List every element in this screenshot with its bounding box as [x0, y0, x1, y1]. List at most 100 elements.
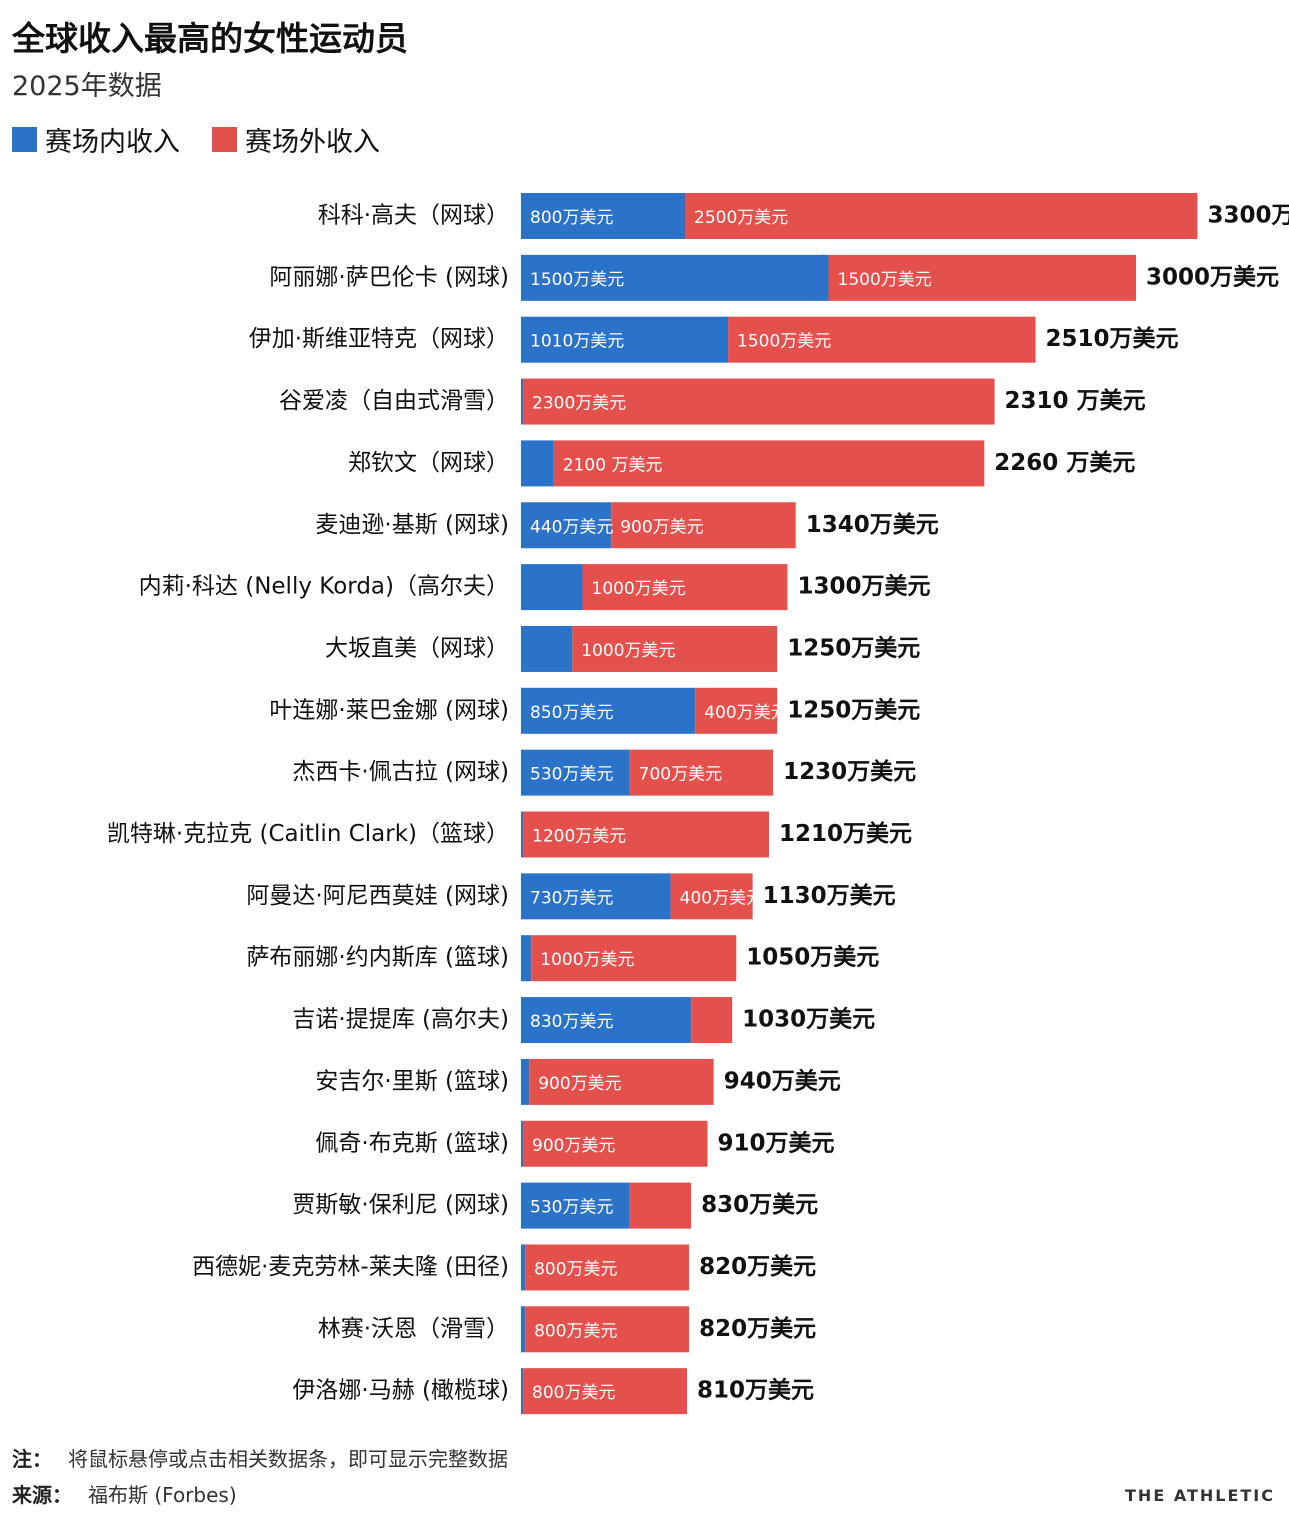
- bar-on-field[interactable]: [521, 749, 630, 796]
- bar-label-on-field: 830万美元: [530, 1012, 613, 1032]
- total-label: 820万美元: [699, 1315, 816, 1342]
- bar-on-field[interactable]: [521, 687, 696, 734]
- row-label: 科科·高夫（网球）: [318, 203, 509, 229]
- bar-label-off-field: 900万美元: [538, 1074, 621, 1094]
- bar-label-off-field: 2100 万美元: [563, 455, 663, 475]
- total-label: 1050万美元: [746, 944, 879, 971]
- bar-off-field[interactable]: [611, 502, 796, 549]
- total-label: 2310 万美元: [1005, 387, 1146, 414]
- total-label: 3300万美元: [1208, 202, 1289, 229]
- bar-chart: 科科·高夫（网球） 800万美元 2500万美元 3300万美元阿丽娜·萨巴伦卡 (网…: [107, 193, 1289, 1415]
- bar-off-field[interactable]: [531, 935, 737, 982]
- bar-on-field[interactable]: [521, 1368, 524, 1415]
- bar-label-off-field: 1500万美元: [838, 270, 932, 290]
- bar-on-field[interactable]: [521, 811, 524, 858]
- legend: 赛场内收入 赛场外收入: [12, 120, 412, 158]
- bar-off-field[interactable]: [582, 564, 788, 611]
- bar-label-on-field: 440万美元: [530, 517, 613, 537]
- row-label: 郑钦文（网球）: [348, 450, 509, 476]
- bar-label-on-field: 800万美元: [530, 208, 613, 228]
- row-label: 阿曼达·阿尼西莫娃 (网球): [246, 883, 509, 909]
- row-label: 吉诺·提提库 (高尔夫): [292, 1007, 509, 1033]
- source-text: 福布斯 (Forbes): [88, 1483, 237, 1507]
- bar-on-field[interactable]: [521, 1306, 526, 1353]
- bar-on-field[interactable]: [521, 193, 685, 239]
- bar-on-field[interactable]: [521, 440, 554, 487]
- row-label: 杰西卡·佩古拉 (网球): [292, 759, 509, 785]
- bar-label-on-field: 530万美元: [530, 765, 613, 785]
- bar-off-field[interactable]: [670, 873, 753, 920]
- bar-label-off-field: 2300万美元: [532, 394, 626, 414]
- bar-off-field[interactable]: [523, 378, 995, 425]
- note-text: 将鼠标悬停或点击相关数据条，即可显示完整数据: [68, 1447, 508, 1471]
- row-label: 伊洛娜·马赫 (橄榄球): [292, 1378, 509, 1404]
- bar-on-field[interactable]: [521, 1182, 630, 1229]
- total-label: 910万美元: [718, 1129, 835, 1156]
- row-label: 佩奇·布克斯 (篮球): [315, 1130, 509, 1156]
- total-label: 1250万美元: [787, 696, 920, 723]
- bar-off-field[interactable]: [523, 811, 770, 858]
- row-label: 内莉·科达 (Nelly Korda)（高尔夫）: [139, 574, 509, 600]
- bar-on-field[interactable]: [521, 1244, 526, 1291]
- bar-on-field[interactable]: [521, 254, 829, 301]
- bar-on-field[interactable]: [521, 502, 612, 549]
- bar-off-field[interactable]: [553, 440, 985, 487]
- total-label: 810万美元: [697, 1377, 814, 1404]
- bar-off-field[interactable]: [695, 687, 778, 734]
- bar-off-field[interactable]: [523, 1368, 688, 1415]
- bar-off-field[interactable]: [828, 254, 1137, 301]
- bar-on-field[interactable]: [521, 1058, 530, 1105]
- total-label: 940万美元: [724, 1067, 841, 1094]
- row-label: 贾斯敏·保利尼 (网球): [292, 1192, 509, 1218]
- total-label: 2260 万美元: [994, 449, 1135, 476]
- row-label: 谷爱凌（自由式滑雪）: [279, 388, 509, 414]
- legend-item-off-field: 赛场外收入: [212, 120, 380, 159]
- row-label: 萨布丽娜·约内斯库 (篮球): [246, 945, 509, 971]
- bar-off-field[interactable]: [728, 316, 1036, 363]
- total-label: 1030万美元: [742, 1006, 875, 1033]
- bar-off-field[interactable]: [529, 1058, 714, 1105]
- bar-on-field[interactable]: [521, 1120, 524, 1167]
- chart-subtitle: 2025年数据: [12, 71, 162, 102]
- legend-swatch-on-field: [12, 126, 37, 152]
- bar-off-field[interactable]: [629, 749, 774, 796]
- bar-on-field[interactable]: [521, 316, 729, 363]
- row-label: 林赛·沃恩（滑雪）: [318, 1316, 509, 1342]
- bar-off-field[interactable]: [685, 193, 1198, 239]
- row-label: 凯特琳·克拉克 (Caitlin Clark)（篮球）: [107, 821, 509, 847]
- bar-label-off-field: 800万美元: [534, 1259, 617, 1279]
- total-label: 3000万美元: [1146, 263, 1279, 290]
- row-label: 叶连娜·莱巴金娜 (网球): [269, 697, 509, 723]
- bar-label-off-field: 400万美元: [680, 888, 763, 908]
- row-label: 安吉尔·里斯 (篮球): [315, 1068, 509, 1094]
- bar-off-field[interactable]: [525, 1244, 690, 1291]
- bar-label-off-field: 700万美元: [639, 765, 722, 785]
- bar-label-off-field: 1000万美元: [592, 579, 686, 599]
- bar-off-field[interactable]: [629, 1182, 692, 1229]
- bar-on-field[interactable]: [521, 935, 532, 982]
- total-label: 1300万美元: [798, 573, 931, 600]
- bar-label-on-field: 850万美元: [530, 703, 613, 723]
- row-label: 西德妮·麦克劳林-莱夫隆 (田径): [192, 1254, 509, 1280]
- legend-swatch-off-field: [212, 126, 237, 152]
- brand-logo: THE ATHLETIC: [1125, 1486, 1275, 1505]
- row-label: 麦迪逊·基斯 (网球): [315, 512, 509, 538]
- bar-off-field[interactable]: [691, 997, 733, 1044]
- source-line: 来源： 福布斯 (Forbes): [12, 1479, 237, 1508]
- bar-label-off-field: 400万美元: [704, 703, 787, 723]
- bar-label-off-field: 1500万美元: [737, 332, 831, 352]
- bar-on-field[interactable]: [521, 997, 692, 1044]
- bar-on-field[interactable]: [521, 378, 524, 425]
- bar-on-field[interactable]: [521, 873, 671, 920]
- bar-off-field[interactable]: [523, 1120, 708, 1167]
- legend-label-on-field: 赛场内收入: [45, 126, 180, 158]
- row-label: 大坂直美（网球）: [325, 635, 509, 661]
- bar-on-field[interactable]: [521, 625, 573, 672]
- bar-off-field[interactable]: [525, 1306, 690, 1353]
- source-label: 来源：: [12, 1483, 72, 1507]
- chart-title: 全球收入最高的女性运动员: [12, 19, 408, 58]
- bar-on-field[interactable]: [521, 564, 583, 611]
- bar-off-field[interactable]: [572, 625, 778, 672]
- bar-label-on-field: 730万美元: [530, 888, 613, 908]
- bar-label-off-field: 1200万美元: [532, 827, 626, 847]
